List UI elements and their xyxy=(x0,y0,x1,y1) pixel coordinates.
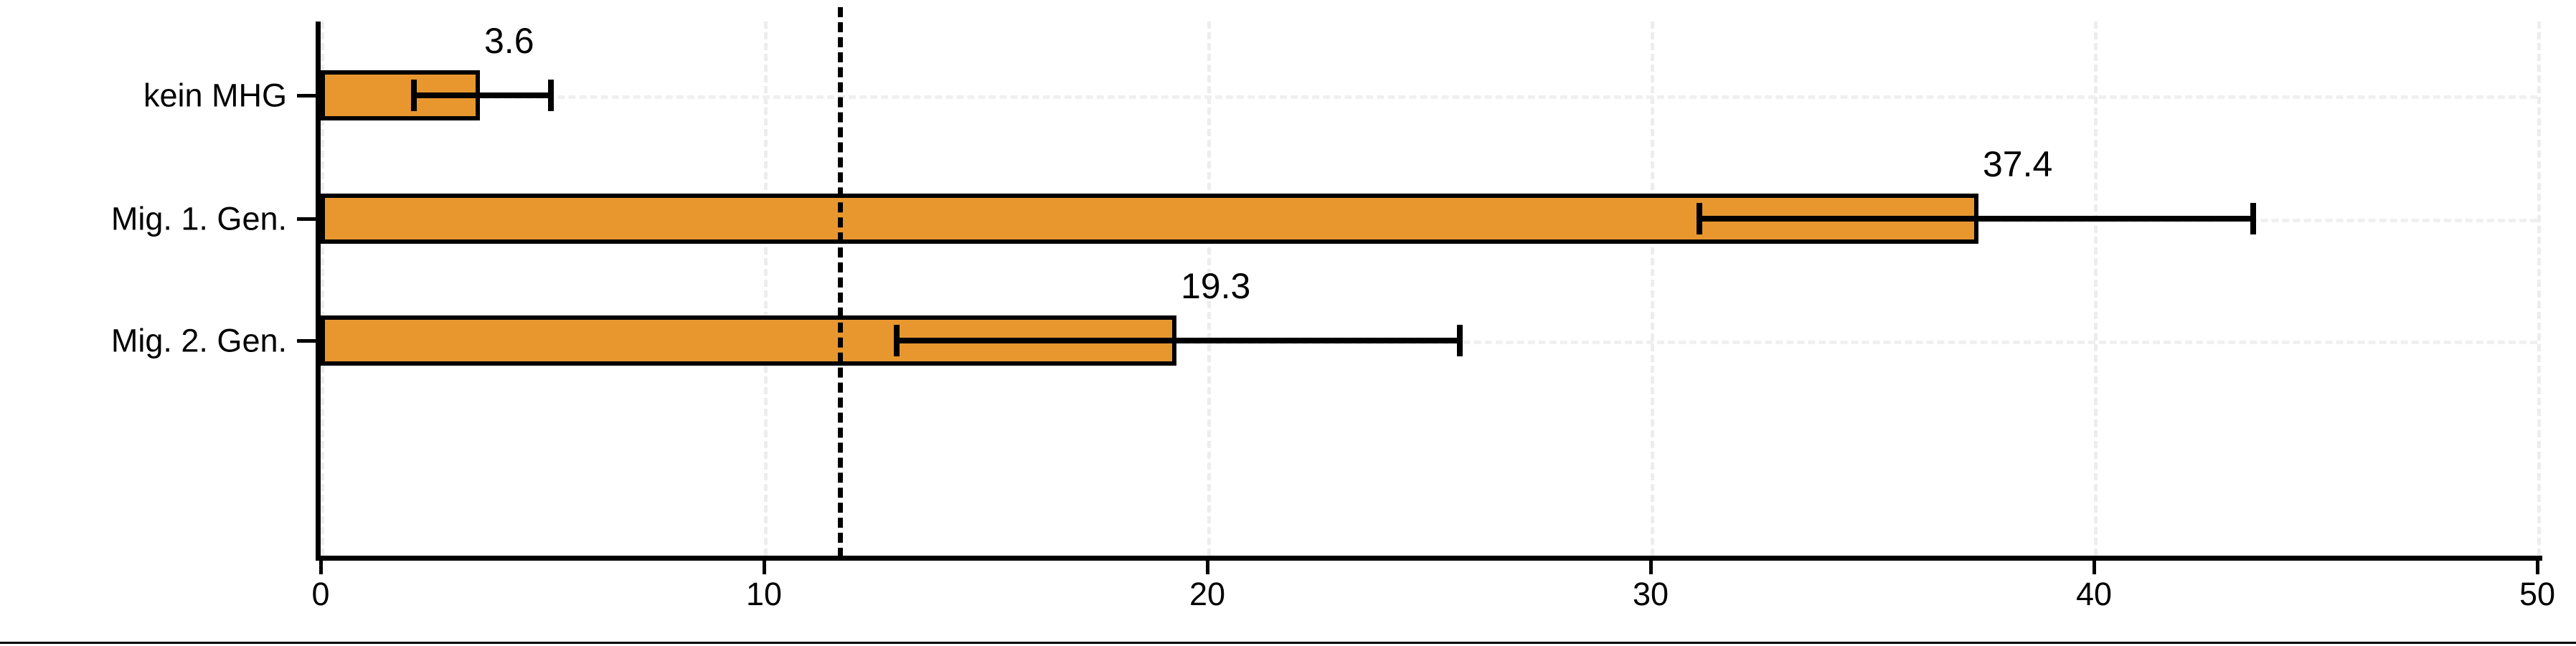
y-tick-mark-mig-1-gen xyxy=(297,217,317,221)
y-tick-label-mig-2-gen: Mig. 2. Gen. xyxy=(110,322,287,359)
x-tick-mark-10 xyxy=(763,556,766,574)
x-tick-mark-40 xyxy=(2093,556,2096,574)
error-bar-line-mig-1-gen xyxy=(1699,216,2253,222)
error-bar-line-mig-2-gen xyxy=(897,338,1460,343)
x-tick-mark-30 xyxy=(1649,556,1653,574)
gridline-x-10 xyxy=(764,22,768,556)
y-axis-line xyxy=(316,22,321,556)
value-label-mig-1-gen: 37.4 xyxy=(1983,144,2053,184)
x-axis-line xyxy=(316,556,2542,561)
error-bar-cap-lower-kein-mhg xyxy=(411,80,417,111)
error-bar-cap-upper-kein-mhg xyxy=(548,80,554,111)
y-tick-mark-kein-mhg xyxy=(297,94,317,98)
y-tick-label-mig-1-gen: Mig. 1. Gen. xyxy=(110,200,287,237)
error-bar-line-kein-mhg xyxy=(414,92,551,98)
gridline-x-50 xyxy=(2537,22,2541,556)
gridline-y-kein-mhg xyxy=(321,95,2537,99)
reference-line xyxy=(838,7,843,558)
y-tick-label-kein-mhg: kein MHG xyxy=(143,77,287,114)
y-tick-mark-mig-2-gen xyxy=(297,339,317,343)
x-tick-label-10: 10 xyxy=(745,576,783,612)
error-bar-cap-lower-mig-2-gen xyxy=(894,325,900,356)
error-bar-cap-upper-mig-2-gen xyxy=(1457,325,1463,356)
error-bar-cap-upper-mig-1-gen xyxy=(2250,203,2256,234)
x-tick-mark-0 xyxy=(319,556,323,574)
x-tick-label-50: 50 xyxy=(2519,576,2556,612)
x-tick-label-20: 20 xyxy=(1189,576,1226,612)
gridline-x-40 xyxy=(2094,22,2098,556)
x-tick-mark-20 xyxy=(1206,556,1209,574)
bottom-separator-rule xyxy=(0,642,2576,644)
gridline-x-0 xyxy=(321,22,324,556)
x-tick-mark-50 xyxy=(2536,556,2539,574)
x-tick-label-0: 0 xyxy=(311,576,330,612)
error-bar-cap-lower-mig-1-gen xyxy=(1697,203,1702,234)
value-label-mig-2-gen: 19.3 xyxy=(1181,266,1251,306)
x-tick-label-30: 30 xyxy=(1632,576,1669,612)
x-tick-label-40: 40 xyxy=(2075,576,2113,612)
gridline-x-30 xyxy=(1651,22,1654,556)
value-label-kein-mhg: 3.6 xyxy=(484,21,534,61)
plot-area xyxy=(321,22,2541,556)
gridline-x-20 xyxy=(1207,22,1211,556)
